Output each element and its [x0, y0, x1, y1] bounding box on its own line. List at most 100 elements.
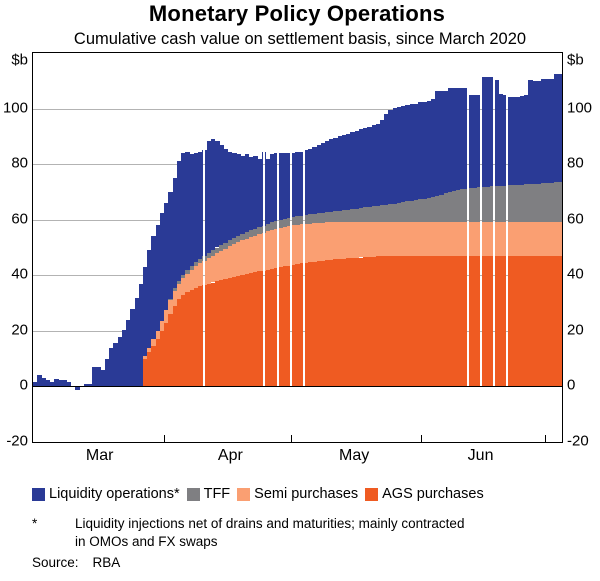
bar	[299, 224, 305, 264]
bar	[367, 256, 372, 387]
source-label: Source:	[32, 555, 79, 570]
bar	[210, 282, 216, 387]
bar	[278, 267, 284, 387]
bar	[316, 223, 322, 262]
bar	[515, 96, 521, 185]
bar	[143, 355, 148, 359]
bar	[316, 144, 322, 214]
bar	[231, 276, 237, 387]
bar	[341, 134, 347, 211]
bar	[189, 265, 195, 270]
bar	[447, 191, 453, 223]
bar	[490, 77, 495, 187]
bar	[223, 242, 229, 249]
gridline-stub	[493, 275, 496, 277]
bar	[257, 227, 262, 235]
chart-subtitle: Cumulative cash value on settlement basi…	[73, 30, 527, 48]
bar	[236, 275, 241, 387]
bar	[498, 222, 504, 256]
legend-swatch-3	[365, 487, 379, 501]
bar	[325, 222, 330, 260]
gridline-stub	[467, 108, 470, 110]
bar	[143, 358, 148, 387]
bar	[350, 132, 356, 210]
bar	[138, 283, 144, 387]
bar	[426, 222, 432, 256]
bar	[413, 199, 419, 223]
bar	[71, 385, 76, 387]
gridline-stub	[289, 108, 292, 110]
bar	[443, 193, 449, 223]
bar	[236, 154, 241, 236]
bar	[532, 183, 537, 223]
bar	[528, 184, 533, 223]
y-tick-label-right-0: 0	[567, 376, 576, 394]
bar	[401, 255, 406, 387]
gridline-stub	[480, 164, 483, 166]
legend-item-0: Liquidity operations*	[32, 486, 180, 502]
bar	[168, 191, 174, 299]
bar	[346, 258, 351, 387]
bar	[430, 98, 436, 198]
bar	[286, 265, 292, 387]
bar	[553, 182, 559, 223]
bar	[401, 222, 406, 256]
bar	[299, 151, 305, 216]
bar	[451, 191, 457, 223]
bar	[422, 222, 427, 256]
bar	[299, 263, 305, 387]
x-axis-month-labels: Mar Apr May Jun	[32, 447, 562, 467]
bar	[240, 155, 245, 234]
bar	[371, 125, 377, 207]
bar	[418, 222, 423, 256]
gridline-100	[33, 108, 562, 110]
bar	[253, 272, 258, 387]
bar	[485, 76, 491, 187]
bar	[164, 203, 169, 310]
bar	[96, 367, 102, 387]
bar	[375, 205, 381, 223]
bar	[181, 153, 186, 275]
bar	[557, 182, 563, 223]
bar	[413, 222, 419, 256]
bar	[198, 263, 203, 287]
bar	[430, 222, 436, 256]
bar	[286, 153, 292, 219]
y-tick-label-right--20: -20	[567, 432, 589, 450]
bar	[240, 240, 245, 275]
bar	[413, 103, 419, 200]
bar	[244, 238, 250, 274]
bar	[430, 197, 436, 223]
month-tick	[420, 435, 422, 442]
bar	[223, 248, 229, 280]
bar	[384, 222, 389, 257]
bar	[320, 212, 326, 223]
bar	[92, 367, 97, 387]
bar	[490, 222, 495, 256]
bar	[143, 266, 148, 356]
gridline-stub	[203, 219, 206, 221]
bar	[477, 94, 482, 188]
bar	[54, 379, 59, 387]
bar	[485, 222, 491, 256]
bar	[502, 222, 508, 256]
bar	[253, 155, 258, 229]
month-label-mar: Mar	[85, 447, 114, 464]
bar	[443, 255, 449, 387]
bar	[380, 119, 385, 206]
bar	[388, 109, 394, 205]
bar	[384, 114, 389, 205]
bar	[155, 225, 161, 331]
bar	[363, 257, 368, 387]
bar	[460, 255, 466, 387]
bar	[189, 154, 195, 266]
bar	[295, 224, 300, 265]
bar	[532, 255, 537, 387]
bar	[494, 255, 499, 387]
bar	[519, 222, 525, 256]
y-tick-label-right-40: 40	[567, 265, 584, 283]
bar	[329, 222, 334, 260]
bar	[528, 222, 533, 256]
bar	[231, 238, 237, 245]
gridline-stub	[467, 164, 470, 166]
